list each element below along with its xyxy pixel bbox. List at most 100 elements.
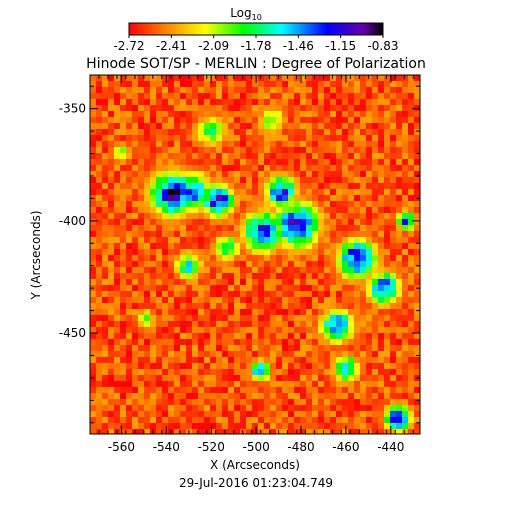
heatmap-cell [318, 357, 324, 363]
heatmap-cell [306, 273, 312, 279]
heatmap-cell [234, 351, 240, 357]
heatmap-cell [246, 147, 252, 153]
heatmap-cell [414, 219, 420, 225]
heatmap-cell [306, 399, 312, 405]
heatmap-cell [282, 261, 288, 267]
heatmap-cell [384, 165, 390, 171]
heatmap-cell [210, 99, 216, 105]
heatmap-cell [240, 183, 246, 189]
heatmap-cell [294, 381, 300, 387]
heatmap-cell [396, 315, 402, 321]
heatmap-cell [330, 225, 336, 231]
heatmap-cell [156, 243, 162, 249]
heatmap-cell [324, 243, 330, 249]
heatmap-cell [120, 309, 126, 315]
heatmap-cell [102, 129, 108, 135]
heatmap-cell [186, 213, 192, 219]
heatmap-cell [300, 99, 306, 105]
heatmap-cell [228, 327, 234, 333]
heatmap-cell [258, 285, 264, 291]
heatmap-cell [252, 123, 258, 129]
heatmap-cell [156, 123, 162, 129]
heatmap-cell [312, 291, 318, 297]
heatmap-cell [102, 369, 108, 375]
heatmap-cell [348, 369, 354, 375]
heatmap-cell [186, 339, 192, 345]
heatmap-cell [324, 231, 330, 237]
heatmap-cell [354, 93, 360, 99]
heatmap-cell [378, 129, 384, 135]
heatmap-cell [294, 111, 300, 117]
heatmap-cell [240, 267, 246, 273]
heatmap-cell [408, 159, 414, 165]
heatmap-cell [390, 339, 396, 345]
heatmap-cell [384, 129, 390, 135]
heatmap-cell [216, 231, 222, 237]
heatmap-cell [228, 363, 234, 369]
heatmap-cell [402, 357, 408, 363]
heatmap-cell [372, 165, 378, 171]
heatmap-cell [300, 207, 306, 213]
heatmap-cell [198, 75, 204, 81]
heatmap-cell [174, 225, 180, 231]
heatmap-cell [210, 261, 216, 267]
heatmap-cell [390, 381, 396, 387]
heatmap-cell [240, 321, 246, 327]
heatmap-cell [228, 411, 234, 417]
heatmap-cell [300, 309, 306, 315]
heatmap-cell [378, 87, 384, 93]
heatmap-cell [120, 363, 126, 369]
heatmap-cell [366, 189, 372, 195]
heatmap-cell [114, 231, 120, 237]
heatmap-cell [210, 105, 216, 111]
heatmap-cell [288, 93, 294, 99]
heatmap-cell [342, 159, 348, 165]
heatmap-cell [114, 207, 120, 213]
heatmap-cell [174, 417, 180, 423]
heatmap-cell [228, 123, 234, 129]
heatmap-cell [150, 405, 156, 411]
heatmap-cell [114, 165, 120, 171]
heatmap-cell [114, 351, 120, 357]
heatmap-cell [342, 333, 348, 339]
heatmap-cell [360, 213, 366, 219]
heatmap-cell [198, 381, 204, 387]
heatmap-cell [246, 243, 252, 249]
heatmap-cell [210, 135, 216, 141]
heatmap-cell [324, 261, 330, 267]
heatmap-cell [276, 93, 282, 99]
heatmap-cell [336, 249, 342, 255]
heatmap-cell [252, 405, 258, 411]
heatmap-cell [192, 75, 198, 81]
heatmap-cell [282, 93, 288, 99]
heatmap-cell [222, 339, 228, 345]
heatmap-cell [162, 363, 168, 369]
heatmap-cell [270, 147, 276, 153]
heatmap-cell [408, 273, 414, 279]
heatmap-cell [240, 351, 246, 357]
heatmap-cell [312, 231, 318, 237]
heatmap-cell [210, 267, 216, 273]
heatmap-cell [168, 189, 174, 195]
heatmap-cell [150, 243, 156, 249]
heatmap-cell [132, 153, 138, 159]
heatmap-cell [204, 297, 210, 303]
heatmap-cell [162, 75, 168, 81]
heatmap-cell [126, 303, 132, 309]
heatmap-cell [168, 405, 174, 411]
heatmap-cell [330, 141, 336, 147]
heatmap-cell [204, 369, 210, 375]
heatmap-cell [348, 327, 354, 333]
heatmap-cell [288, 237, 294, 243]
heatmap-cell [108, 327, 114, 333]
heatmap-cell [270, 363, 276, 369]
heatmap-cell [240, 417, 246, 423]
heatmap-cell [348, 207, 354, 213]
heatmap-cell [240, 405, 246, 411]
colorbar-tick-label: -1.46 [283, 39, 314, 53]
heatmap-cell [138, 165, 144, 171]
heatmap-cell [324, 105, 330, 111]
heatmap-cell [396, 213, 402, 219]
heatmap-cell [348, 297, 354, 303]
heatmap-cell [186, 423, 192, 429]
